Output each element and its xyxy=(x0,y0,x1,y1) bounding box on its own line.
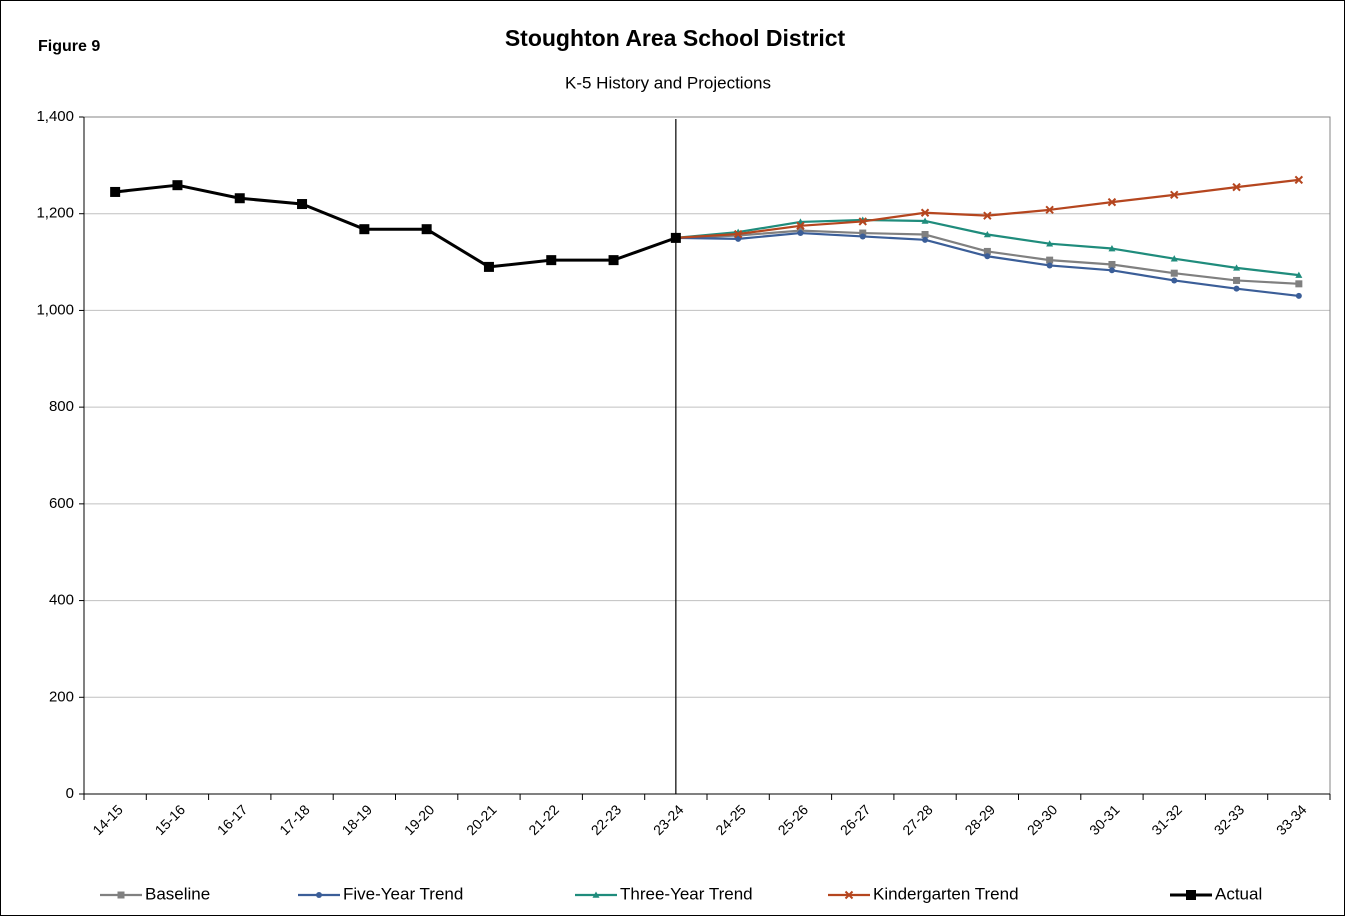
marker xyxy=(1170,255,1178,262)
marker xyxy=(234,193,245,204)
marker xyxy=(1046,256,1054,264)
legend-item: Actual xyxy=(1170,884,1262,903)
marker xyxy=(922,236,929,243)
marker xyxy=(844,890,854,900)
marker xyxy=(172,180,183,191)
marker xyxy=(920,208,930,217)
chart-title: Stoughton Area School District xyxy=(505,25,846,51)
marker xyxy=(734,231,742,239)
y-tick-label: 800 xyxy=(49,398,74,415)
marker xyxy=(546,255,557,266)
marker xyxy=(1295,280,1303,288)
legend-label: Kindergarten Trend xyxy=(873,884,1019,903)
marker xyxy=(1046,262,1053,269)
marker xyxy=(921,231,929,239)
y-tick-label: 1,200 xyxy=(36,205,74,222)
marker xyxy=(421,224,432,235)
y-tick-label: 1,400 xyxy=(36,108,74,125)
marker xyxy=(316,892,322,898)
marker xyxy=(1294,175,1304,185)
marker xyxy=(608,255,619,266)
marker xyxy=(983,247,991,255)
marker xyxy=(1186,890,1196,900)
marker xyxy=(1233,276,1241,284)
marker xyxy=(1107,197,1117,207)
marker xyxy=(483,261,494,272)
legend-item: Kindergarten Trend xyxy=(828,884,1019,903)
marker xyxy=(735,235,742,242)
marker xyxy=(921,217,929,224)
marker xyxy=(858,217,867,226)
marker xyxy=(1295,292,1302,299)
marker xyxy=(984,253,991,260)
series-line xyxy=(114,183,677,269)
y-tick-label: 0 xyxy=(66,785,74,802)
marker xyxy=(1171,277,1178,284)
marker xyxy=(983,231,991,238)
marker xyxy=(592,891,600,898)
legend-label: Five-Year Trend xyxy=(343,884,463,903)
marker xyxy=(1170,190,1179,200)
legend-label: Three-Year Trend xyxy=(620,884,753,903)
chart-subtitle: K-5 History and Projections xyxy=(565,73,771,92)
legend-label: Actual xyxy=(1215,884,1262,903)
marker xyxy=(796,221,805,231)
marker xyxy=(1108,260,1116,268)
marker xyxy=(1232,182,1241,192)
marker xyxy=(110,186,121,197)
legend-label: Baseline xyxy=(145,884,210,903)
marker xyxy=(1046,240,1054,247)
marker xyxy=(670,232,681,243)
marker xyxy=(797,230,804,237)
legend-item: Five-Year Trend xyxy=(298,884,463,903)
marker xyxy=(1108,267,1115,274)
y-tick-label: 600 xyxy=(49,495,74,512)
marker xyxy=(859,229,867,237)
marker xyxy=(117,891,125,899)
marker xyxy=(1295,271,1303,278)
marker xyxy=(1233,264,1241,271)
y-tick-label: 200 xyxy=(49,688,74,705)
marker xyxy=(297,199,308,210)
marker xyxy=(1108,245,1116,252)
y-tick-label: 1,000 xyxy=(36,301,74,318)
marker xyxy=(733,229,743,239)
marker xyxy=(859,233,866,240)
marker xyxy=(983,211,992,220)
legend-item: Three-Year Trend xyxy=(575,884,753,903)
marker xyxy=(1045,205,1054,215)
figure-label: Figure 9 xyxy=(38,38,100,55)
marker xyxy=(1233,285,1240,292)
legend-item: Baseline xyxy=(100,884,210,903)
y-tick-label: 400 xyxy=(49,592,74,609)
marker xyxy=(1170,269,1178,277)
marker xyxy=(359,224,370,235)
